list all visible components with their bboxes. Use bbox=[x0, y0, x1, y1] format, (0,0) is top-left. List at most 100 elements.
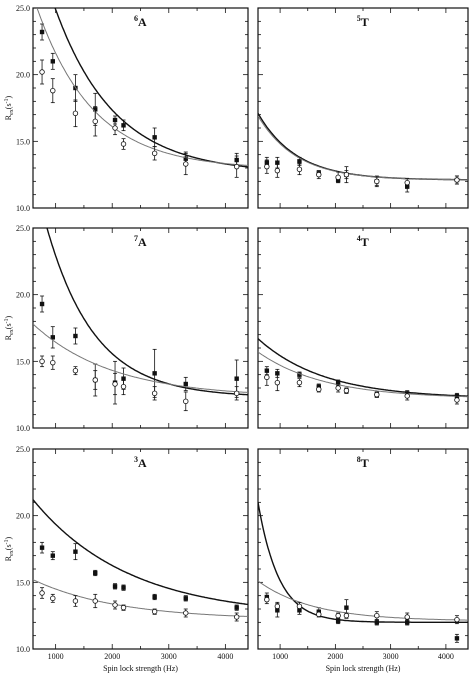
y-axis-label-part: -1 bbox=[4, 539, 10, 544]
data-point bbox=[50, 551, 56, 561]
filled-square-marker bbox=[152, 594, 157, 600]
data-point bbox=[343, 166, 350, 184]
series-open bbox=[36, 8, 248, 178]
filled-square-marker bbox=[234, 376, 239, 381]
open-circle-marker bbox=[72, 110, 79, 117]
data-point bbox=[39, 587, 45, 599]
filled-square-marker bbox=[50, 553, 56, 558]
fit-curve bbox=[33, 579, 248, 617]
data-point bbox=[454, 633, 460, 643]
panel-label-main: A bbox=[138, 235, 147, 249]
series-open bbox=[258, 115, 468, 188]
series-filled bbox=[258, 502, 468, 643]
open-circle-marker bbox=[183, 161, 189, 167]
y-axis-label-part: (s bbox=[4, 103, 13, 109]
data-point bbox=[264, 368, 270, 386]
open-circle-marker bbox=[374, 178, 380, 185]
data-point bbox=[39, 541, 45, 554]
panel-label-sup: 7 bbox=[134, 234, 138, 243]
data-point bbox=[296, 378, 303, 388]
data-point bbox=[112, 600, 118, 610]
panel-label: 3A bbox=[134, 455, 147, 470]
data-point bbox=[183, 152, 189, 176]
filled-square-marker bbox=[275, 160, 280, 165]
open-circle-marker bbox=[296, 379, 303, 386]
data-point bbox=[296, 163, 303, 176]
panel-frame bbox=[32, 227, 249, 429]
series-filled bbox=[258, 338, 468, 400]
open-circle-marker bbox=[264, 163, 270, 170]
panel-label-sup: 3 bbox=[134, 455, 138, 464]
y-axis-label-part: ) bbox=[4, 315, 13, 318]
y-tick-label: 15.0 bbox=[16, 137, 30, 146]
data-point bbox=[404, 391, 410, 401]
open-circle-marker bbox=[233, 614, 240, 620]
open-circle-marker bbox=[343, 387, 350, 394]
data-point bbox=[112, 120, 118, 136]
panel-frame bbox=[32, 7, 249, 209]
data-point bbox=[374, 611, 380, 621]
open-circle-marker bbox=[274, 167, 281, 174]
open-circle-marker bbox=[120, 604, 127, 611]
data-point bbox=[92, 370, 98, 390]
panel-label-main: A bbox=[138, 15, 147, 29]
open-circle-marker bbox=[454, 616, 460, 623]
open-circle-marker bbox=[343, 612, 350, 619]
panel-2: 5T bbox=[257, 7, 469, 209]
y-axis-label-part: ex bbox=[9, 329, 15, 335]
y-axis-label-part: ) bbox=[4, 536, 13, 539]
y-tick-label: 15.0 bbox=[16, 578, 30, 587]
filled-square-marker bbox=[152, 371, 157, 376]
filled-square-marker bbox=[112, 117, 118, 123]
data-point bbox=[39, 295, 45, 313]
filled-square-marker bbox=[121, 585, 126, 590]
data-point bbox=[120, 138, 127, 150]
filled-square-marker bbox=[39, 545, 45, 550]
data-point bbox=[92, 106, 98, 137]
open-circle-marker bbox=[120, 383, 127, 390]
data-point bbox=[121, 119, 126, 132]
panel-frame bbox=[32, 448, 249, 650]
data-point bbox=[183, 608, 189, 618]
fit-curve bbox=[33, 499, 248, 606]
panel-label-main: T bbox=[361, 235, 369, 249]
filled-square-marker bbox=[73, 333, 78, 339]
filled-square-marker bbox=[297, 372, 302, 377]
data-point bbox=[374, 391, 380, 398]
open-circle-marker bbox=[264, 374, 270, 381]
open-circle-marker bbox=[72, 367, 79, 374]
series-filled bbox=[33, 499, 248, 611]
open-circle-marker bbox=[335, 612, 341, 619]
open-circle-marker bbox=[316, 386, 322, 393]
y-tick-label: 10.0 bbox=[16, 204, 30, 213]
data-point bbox=[233, 612, 240, 622]
open-circle-marker bbox=[454, 397, 460, 403]
x-tick-label: 4000 bbox=[438, 652, 454, 661]
fit-curve bbox=[258, 338, 468, 397]
panel-6: 1000 2000 3000 4000 8T Spin lock strength (Hz… bbox=[257, 448, 469, 673]
panel-1: 10.0 15.0 20.0 25.0 6A Rex(s-1) bbox=[4, 4, 249, 213]
filled-square-marker bbox=[297, 159, 302, 164]
data-point bbox=[404, 178, 410, 188]
panels-group: 10.015.020.025.06ARex(s-1)5T10.015.020.0… bbox=[4, 4, 469, 673]
x-tick-label: 3000 bbox=[161, 652, 177, 661]
filled-square-marker bbox=[344, 605, 349, 610]
y-axis-label-part: ex bbox=[9, 550, 15, 556]
panel-label: 8T bbox=[357, 455, 369, 470]
open-circle-marker bbox=[233, 390, 240, 397]
open-circle-marker bbox=[404, 179, 410, 186]
filled-square-marker bbox=[152, 135, 157, 140]
data-point bbox=[274, 374, 281, 392]
open-circle-marker bbox=[374, 612, 380, 619]
data-point bbox=[50, 78, 56, 104]
open-circle-marker bbox=[50, 359, 56, 366]
fit-curve bbox=[258, 351, 468, 398]
y-tick-label: 20.0 bbox=[16, 71, 30, 80]
data-point bbox=[264, 159, 270, 174]
panel-5: 10.0 15.0 20.0 25.0 1000 2000 3000 4000 3A Rex(s-… bbox=[4, 445, 249, 673]
panel-frame bbox=[257, 227, 469, 429]
open-circle-marker bbox=[183, 398, 189, 405]
y-axis-label-part: ) bbox=[4, 95, 13, 98]
y-tick-label: 25.0 bbox=[16, 224, 30, 233]
data-point bbox=[374, 619, 380, 626]
